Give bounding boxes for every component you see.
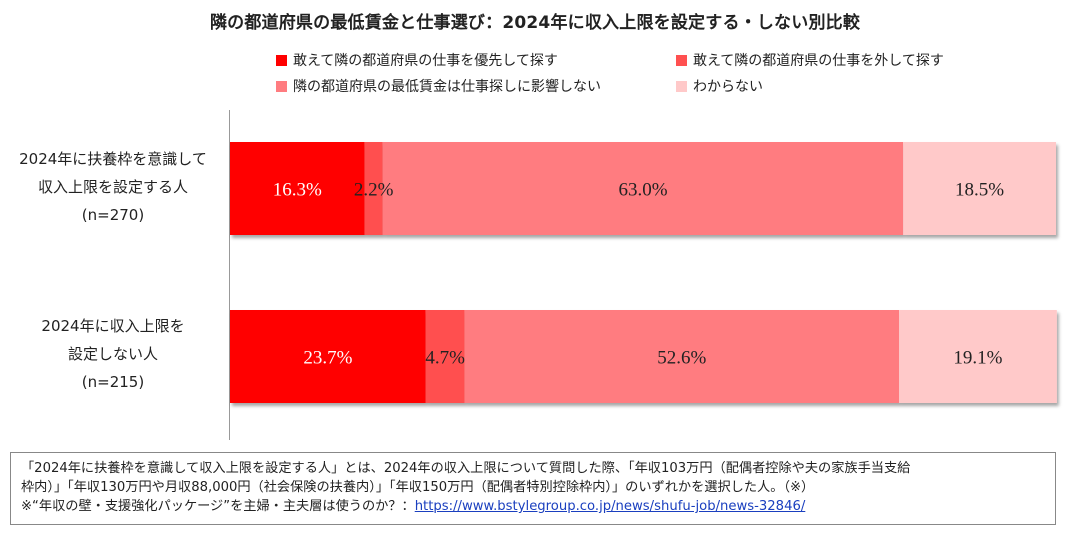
legend-label: 敢えて隣の都道府県の仕事を優先して探す — [293, 53, 558, 69]
legend-item-exclude: 敢えて隣の都道府県の仕事を外して探す — [676, 50, 944, 70]
category-label-line: 2024年に収入上限を — [41, 317, 185, 335]
legend-label: 敢えて隣の都道府県の仕事を外して探す — [693, 53, 944, 69]
category-label-line: 2024年に扶養枠を意識して — [19, 150, 207, 168]
data-label: 16.3% — [273, 180, 322, 201]
category-label-line: (n=215) — [81, 373, 145, 391]
legend-item-prioritize: 敢えて隣の都道府県の仕事を優先して探す — [276, 50, 558, 70]
bar-segment — [382, 142, 904, 235]
legend-swatch — [276, 54, 287, 66]
bar-segment — [230, 310, 426, 403]
data-label: 63.0% — [618, 180, 667, 201]
legend-item-unknown: わからない — [676, 76, 763, 96]
legend-label: わからない — [693, 79, 763, 95]
chart-title: 隣の都道府県の最低賃金と仕事選び：2024年に収入上限を設定する・しない別比較 — [209, 13, 861, 33]
data-label: 18.5% — [955, 180, 1004, 201]
bar-segment — [464, 310, 900, 403]
data-label: 19.1% — [953, 348, 1002, 369]
category-axis-line — [229, 110, 230, 440]
footnote-source-text: ※“年収の壁・支援強化パッケージ”を主婦・主夫層は使うのか？： — [21, 499, 415, 514]
data-label: 4.7% — [425, 348, 465, 369]
data-label: 52.6% — [657, 348, 706, 369]
bar-segment — [230, 142, 365, 235]
bar-segment — [899, 310, 1057, 403]
legend-swatch — [276, 80, 287, 92]
category-label-no-limit: 2024年に収入上限を 設定しない人 (n=215) — [0, 312, 226, 396]
bar-segment — [903, 142, 1056, 235]
category-label-line: 収入上限を設定する人 — [37, 178, 188, 196]
bar-segment — [425, 310, 465, 403]
bar-group-0 — [230, 142, 1056, 235]
category-label-line: (n=270) — [81, 206, 145, 224]
footnote-line: 「2024年に扶養枠を意識して収入上限を設定する人」とは、2024年の収入上限に… — [21, 461, 911, 476]
legend-item-no-effect: 隣の都道府県の最低賃金は仕事探しに影響しない — [276, 76, 601, 96]
category-label-line: 設定しない人 — [67, 345, 158, 363]
data-label: 23.7% — [303, 348, 352, 369]
bar-segment — [364, 142, 383, 235]
legend-swatch — [676, 80, 687, 92]
data-label: 2.2% — [354, 180, 394, 201]
footnote-source: ※“年収の壁・支援強化パッケージ”を主婦・主夫層は使うのか？：https://w… — [21, 497, 1045, 516]
bar-group-1 — [230, 310, 1057, 403]
footnote-line: 枠内）」「年収130万円や月収88,000円（社会保険の扶養内）」「年収150万… — [21, 480, 815, 495]
stacked-bar-plot: 16.3% 2.2% 63.0% 18.5% 23.7% 4.7% 52.6% 19.1% — [230, 142, 1057, 403]
legend-swatch — [676, 54, 687, 66]
legend-label: 隣の都道府県の最低賃金は仕事探しに影響しない — [293, 79, 601, 95]
source-link[interactable]: https://www.bstylegroup.co.jp/news/shufu… — [414, 499, 806, 514]
category-label-set-limit: 2024年に扶養枠を意識して 収入上限を設定する人 (n=270) — [0, 145, 226, 229]
footnote-box: 「2024年に扶養枠を意識して収入上限を設定する人」とは、2024年の収入上限に… — [10, 452, 1056, 525]
